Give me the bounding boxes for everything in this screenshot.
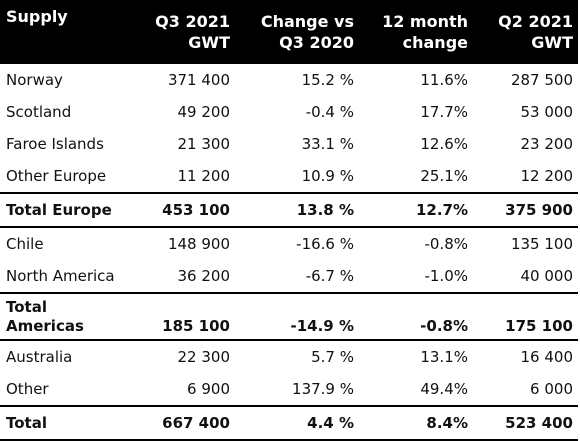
cell: 33.1 %: [301, 134, 354, 153]
cell: 12.7%: [359, 192, 473, 228]
row-label: Total: [0, 405, 145, 441]
cell: 6 900: [187, 379, 230, 398]
data-row: Norway 371 400 15.2 % 11.6% 287 500: [0, 64, 578, 96]
cell: 10.9 %: [301, 166, 354, 185]
cell: 21 300: [177, 134, 231, 153]
cell: 523 400: [473, 405, 578, 441]
cell: 11.6%: [420, 70, 468, 89]
row-label: North America: [6, 266, 115, 285]
cell: 135 100: [510, 234, 573, 253]
cell: 15.2 %: [301, 70, 354, 89]
data-row: North America 36 200 -6.7 % -1.0% 40 000: [0, 260, 578, 293]
header-row: Supply Q3 2021 GWT Change vs Q3 2020 12 mon…: [0, 0, 578, 64]
cell: 53 000: [520, 102, 574, 121]
cell: 148 900: [167, 234, 230, 253]
total-row: Total 667 400 4.4 % 8.4% 523 400: [0, 405, 578, 441]
cell: 175 100: [473, 292, 578, 341]
cell: -0.8%: [424, 234, 468, 253]
data-row: Scotland 49 200 -0.4 % 17.7% 53 000: [0, 96, 578, 128]
row-label: Total Americas: [0, 292, 145, 341]
cell: 137.9 %: [292, 379, 354, 398]
cell: 49 200: [177, 102, 231, 121]
cell: 6 000: [530, 379, 573, 398]
data-row: Other 6 900 137.9 % 49.4% 6 000: [0, 373, 578, 406]
row-label: Australia: [6, 347, 73, 366]
cell: 12.6%: [420, 134, 468, 153]
cell: 13.8 %: [235, 192, 359, 228]
cell: 4.4 %: [235, 405, 359, 441]
cell: 17.7%: [420, 102, 468, 121]
header-cell: 12 month change: [359, 0, 473, 64]
row-label: Total Europe: [0, 192, 145, 228]
header-cell: Q3 2021 GWT: [145, 0, 235, 64]
cell: 371 400: [167, 70, 230, 89]
row-label: Scotland: [6, 102, 72, 121]
row-label: Norway: [6, 70, 63, 89]
cell: 11 200: [177, 166, 231, 185]
cell: 16 400: [520, 347, 574, 366]
header-cell: Supply: [0, 0, 145, 64]
cell: 375 900: [473, 192, 578, 228]
cell: 36 200: [177, 266, 231, 285]
cell: 40 000: [520, 266, 574, 285]
table-body: Norway 371 400 15.2 % 11.6% 287 500 Scotland 4…: [0, 64, 578, 441]
cell: 23 200: [520, 134, 574, 153]
cell: -14.9 %: [235, 292, 359, 341]
row-label: Faroe Islands: [6, 134, 104, 153]
cell: 8.4%: [359, 405, 473, 441]
cell: -0.8%: [359, 292, 473, 341]
header-cell: Change vs Q3 2020: [235, 0, 359, 64]
cell: 25.1%: [420, 166, 468, 185]
cell: 453 100: [145, 192, 235, 228]
cell: 22 300: [177, 347, 231, 366]
cell: -1.0%: [424, 266, 468, 285]
row-label: Other Europe: [6, 166, 107, 185]
cell: -16.6 %: [296, 234, 354, 253]
cell: 12 200: [520, 166, 574, 185]
data-row: Australia 22 300 5.7 % 13.1% 16 400: [0, 340, 578, 373]
cell: 667 400: [145, 405, 235, 441]
cell: 185 100: [145, 292, 235, 341]
total-row: Total Americas 185 100 -14.9 % -0.8% 175 100: [0, 292, 578, 341]
cell: 49.4%: [420, 379, 468, 398]
header-cell: Q2 2021 GWT: [473, 0, 578, 64]
cell: -0.4 %: [305, 102, 354, 121]
data-row: Chile 148 900 -16.6 % -0.8% 135 100: [0, 227, 578, 260]
row-label: Other: [6, 379, 49, 398]
total-row: Total Europe 453 100 13.8 % 12.7% 375 900: [0, 192, 578, 228]
cell: -6.7 %: [305, 266, 354, 285]
data-row: Other Europe 11 200 10.9 % 25.1% 12 200: [0, 160, 578, 193]
data-row: Faroe Islands 21 300 33.1 % 12.6% 23 200: [0, 128, 578, 160]
cell: 5.7 %: [311, 347, 354, 366]
cell: 13.1%: [420, 347, 468, 366]
cell: 287 500: [510, 70, 573, 89]
row-label: Chile: [6, 234, 44, 253]
